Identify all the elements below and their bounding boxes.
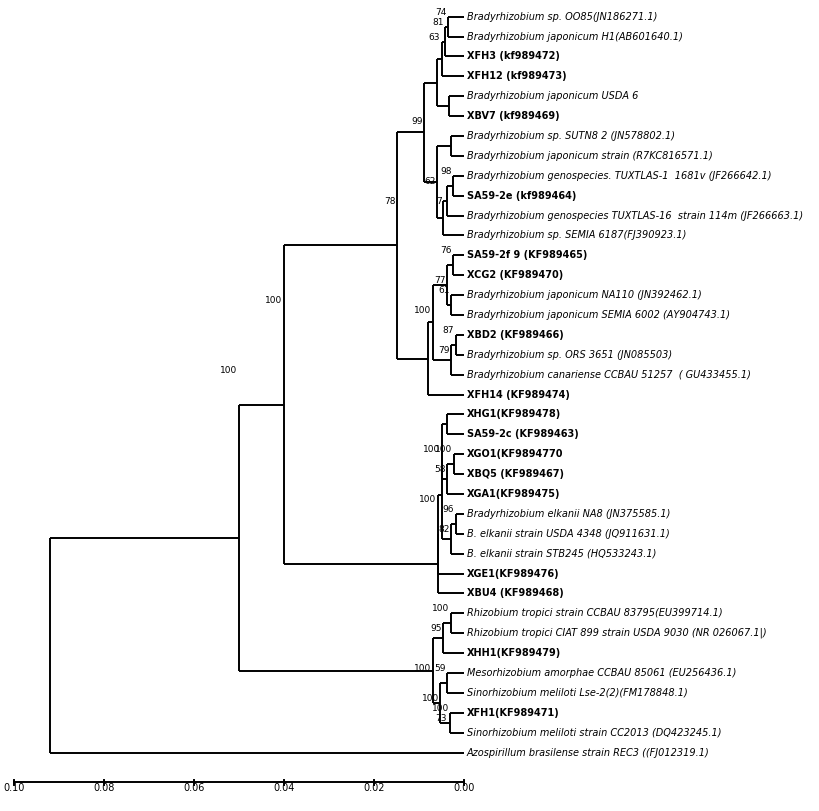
- Text: XGE1(KF989476): XGE1(KF989476): [466, 569, 559, 578]
- Text: 100: 100: [431, 704, 448, 713]
- Text: 100: 100: [265, 296, 282, 305]
- Text: Bradyrhizobium elkanii NA8 (JN375585.1): Bradyrhizobium elkanii NA8 (JN375585.1): [466, 508, 669, 519]
- Text: B. elkanii strain STB245 (HQ533243.1): B. elkanii strain STB245 (HQ533243.1): [466, 549, 655, 559]
- Text: Bradyrhizobium sp. OO85(JN186271.1): Bradyrhizobium sp. OO85(JN186271.1): [466, 11, 656, 22]
- Text: SA59-2f 9 (KF989465): SA59-2f 9 (KF989465): [466, 251, 586, 260]
- Text: XHH1(KF989479): XHH1(KF989479): [466, 648, 560, 658]
- Text: 0.02: 0.02: [363, 783, 384, 793]
- Text: 0.06: 0.06: [183, 783, 204, 793]
- Text: 58: 58: [434, 466, 446, 474]
- Text: XFH14 (KF989474): XFH14 (KF989474): [466, 389, 569, 400]
- Text: Bradyrhizobium japonicum strain (R7KC816571.1): Bradyrhizobium japonicum strain (R7KC816…: [466, 151, 712, 161]
- Text: 74: 74: [435, 7, 446, 17]
- Text: Bradyrhizobium canariense CCBAU 51257  ( GU433455.1): Bradyrhizobium canariense CCBAU 51257 ( …: [466, 370, 749, 380]
- Text: 100: 100: [432, 604, 449, 613]
- Text: XGA1(KF989475): XGA1(KF989475): [466, 489, 559, 499]
- Text: 61: 61: [437, 286, 449, 295]
- Text: XFH1(KF989471): XFH1(KF989471): [466, 708, 559, 718]
- Text: Rhizobium tropici strain CCBAU 83795(EU399714.1): Rhizobium tropici strain CCBAU 83795(EU3…: [466, 608, 722, 618]
- Text: 100: 100: [414, 664, 431, 673]
- Text: 100: 100: [421, 694, 438, 703]
- Text: 100: 100: [419, 495, 436, 504]
- Text: 62: 62: [424, 177, 435, 186]
- Text: 95: 95: [430, 624, 441, 633]
- Text: 77: 77: [433, 277, 445, 285]
- Text: 63: 63: [428, 32, 440, 41]
- Text: XGO1(KF9894770: XGO1(KF9894770: [466, 449, 563, 459]
- Text: 81: 81: [432, 18, 443, 27]
- Text: 98: 98: [440, 167, 451, 176]
- Text: Bradyrhizobium genospecies TUXTLAS-16  strain 114m (JF266663.1): Bradyrhizobium genospecies TUXTLAS-16 st…: [466, 211, 802, 221]
- Text: 99: 99: [411, 117, 423, 126]
- Text: Sinorhizobium meliloti strain CC2013 (DQ423245.1): Sinorhizobium meliloti strain CC2013 (DQ…: [466, 727, 721, 738]
- Text: XFH12 (kf989473): XFH12 (kf989473): [466, 71, 566, 81]
- Text: 78: 78: [384, 196, 396, 206]
- Text: B. elkanii strain USDA 4348 (JQ911631.1): B. elkanii strain USDA 4348 (JQ911631.1): [466, 529, 669, 539]
- Text: XBQ5 (KF989467): XBQ5 (KF989467): [466, 469, 563, 479]
- Text: 0.00: 0.00: [452, 783, 473, 793]
- Text: Bradyrhizobium genospecies. TUXTLAS-1  1681v (JF266642.1): Bradyrhizobium genospecies. TUXTLAS-1 16…: [466, 171, 771, 181]
- Text: 73: 73: [435, 714, 446, 723]
- Text: XCG2 (KF989470): XCG2 (KF989470): [466, 270, 563, 281]
- Text: Sinorhizobium meliloti Lse-2(2)(FM178848.1): Sinorhizobium meliloti Lse-2(2)(FM178848…: [466, 688, 686, 698]
- Text: XFH3 (kf989472): XFH3 (kf989472): [466, 51, 559, 62]
- Text: XBV7 (kf989469): XBV7 (kf989469): [466, 111, 559, 121]
- Text: 79: 79: [437, 345, 449, 354]
- Text: 100: 100: [219, 366, 237, 375]
- Text: 0.08: 0.08: [93, 783, 115, 793]
- Text: SA59-2c (KF989463): SA59-2c (KF989463): [466, 429, 578, 440]
- Text: 59: 59: [433, 664, 445, 673]
- Text: Bradyrhizobium sp. SUTN8 2 (JN578802.1): Bradyrhizobium sp. SUTN8 2 (JN578802.1): [466, 131, 674, 141]
- Text: SA59-2e (kf989464): SA59-2e (kf989464): [466, 191, 576, 200]
- Text: Bradyrhizobium japonicum NA110 (JN392462.1): Bradyrhizobium japonicum NA110 (JN392462…: [466, 290, 701, 300]
- Text: 0.10: 0.10: [3, 783, 25, 793]
- Text: 7: 7: [436, 196, 441, 206]
- Text: Azospirillum brasilense strain REC3 ((FJ012319.1): Azospirillum brasilense strain REC3 ((FJ…: [466, 748, 708, 757]
- Text: XHG1(KF989478): XHG1(KF989478): [466, 410, 560, 419]
- Text: Rhizobium tropici CIAT 899 strain USDA 9030 (NR 026067.1|): Rhizobium tropici CIAT 899 strain USDA 9…: [466, 628, 766, 638]
- Text: 100: 100: [414, 306, 431, 315]
- Text: Mesorhizobium amorphae CCBAU 85061 (EU256436.1): Mesorhizobium amorphae CCBAU 85061 (EU25…: [466, 668, 735, 678]
- Text: 82: 82: [438, 525, 449, 534]
- Text: Bradyrhizobium japonicum H1(AB601640.1): Bradyrhizobium japonicum H1(AB601640.1): [466, 32, 682, 41]
- Text: 0.04: 0.04: [273, 783, 294, 793]
- Text: XBU4 (KF989468): XBU4 (KF989468): [466, 589, 563, 599]
- Text: Bradyrhizobium sp. SEMIA 6187(FJ390923.1): Bradyrhizobium sp. SEMIA 6187(FJ390923.1…: [466, 230, 686, 241]
- Text: Bradyrhizobium sp. ORS 3651 (JN085503): Bradyrhizobium sp. ORS 3651 (JN085503): [466, 350, 671, 360]
- Text: XBD2 (KF989466): XBD2 (KF989466): [466, 330, 563, 340]
- Text: Bradyrhizobium japonicum SEMIA 6002 (AY904743.1): Bradyrhizobium japonicum SEMIA 6002 (AY9…: [466, 310, 729, 320]
- Text: 100: 100: [423, 445, 440, 454]
- Text: Bradyrhizobium japonicum USDA 6: Bradyrhizobium japonicum USDA 6: [466, 92, 637, 101]
- Text: 100: 100: [435, 445, 452, 454]
- Text: 96: 96: [442, 505, 454, 514]
- Text: 76: 76: [440, 247, 451, 255]
- Text: 87: 87: [442, 326, 454, 335]
